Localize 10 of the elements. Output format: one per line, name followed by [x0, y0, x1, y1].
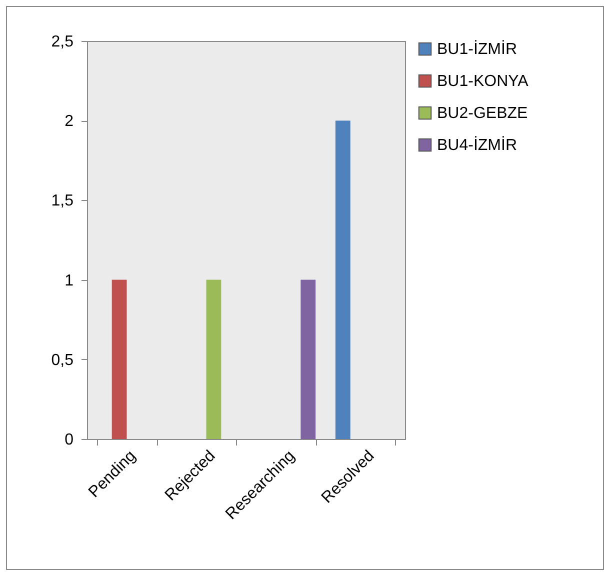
- legend-label: BU2-GEBZE: [437, 105, 528, 122]
- legend-label: BU1-KONYA: [437, 73, 529, 90]
- legend-label: BU1-İZMİR: [437, 40, 517, 58]
- y-tick-label: 1,5: [51, 192, 74, 210]
- y-tick-label: 2: [64, 113, 74, 130]
- y-tick-label: 0: [64, 432, 74, 448]
- y-tick-label: 2,5: [51, 34, 74, 50]
- y-tick-label: 0,5: [51, 352, 74, 369]
- legend-label: BU4-İZMİR: [437, 136, 517, 154]
- y-tick-label: 1: [64, 272, 74, 290]
